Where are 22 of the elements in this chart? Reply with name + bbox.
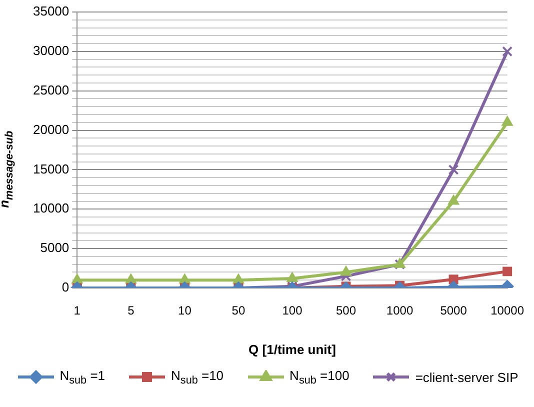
y-tick-label: 20000 bbox=[32, 122, 70, 137]
x-tick-label: 5000 bbox=[440, 304, 468, 318]
x-tick-label: 10000 bbox=[490, 304, 524, 318]
x-tick-label: 50 bbox=[232, 304, 246, 318]
x-tick-label: 500 bbox=[336, 304, 356, 318]
x-tick-label: 10 bbox=[178, 304, 192, 318]
x-axis-title: Q [1/time unit] bbox=[248, 342, 336, 357]
y-tick-label: 25000 bbox=[32, 82, 70, 98]
legend-label: N$_{sub}$ =10 bbox=[171, 368, 224, 387]
y-tick-label: 35000 bbox=[32, 4, 70, 19]
x-tick-label: 1000 bbox=[386, 304, 414, 318]
legend-label: =client-server SIP bbox=[415, 370, 518, 385]
y-tick-label: 5000 bbox=[40, 240, 70, 256]
y-tick-label: 10000 bbox=[32, 200, 70, 216]
x-tick-label: 5 bbox=[128, 304, 135, 318]
y-tick-label: 30000 bbox=[32, 43, 70, 58]
y-tick-label: 0 bbox=[62, 280, 70, 295]
x-tick-label: 1 bbox=[74, 304, 81, 318]
x-tick-label: 100 bbox=[282, 304, 303, 318]
legend-label: N$_{sub}$ =100 bbox=[290, 368, 350, 387]
y-tick-label: 15000 bbox=[32, 161, 70, 176]
legend-label: N$_{sub}$ =1 bbox=[60, 368, 106, 387]
